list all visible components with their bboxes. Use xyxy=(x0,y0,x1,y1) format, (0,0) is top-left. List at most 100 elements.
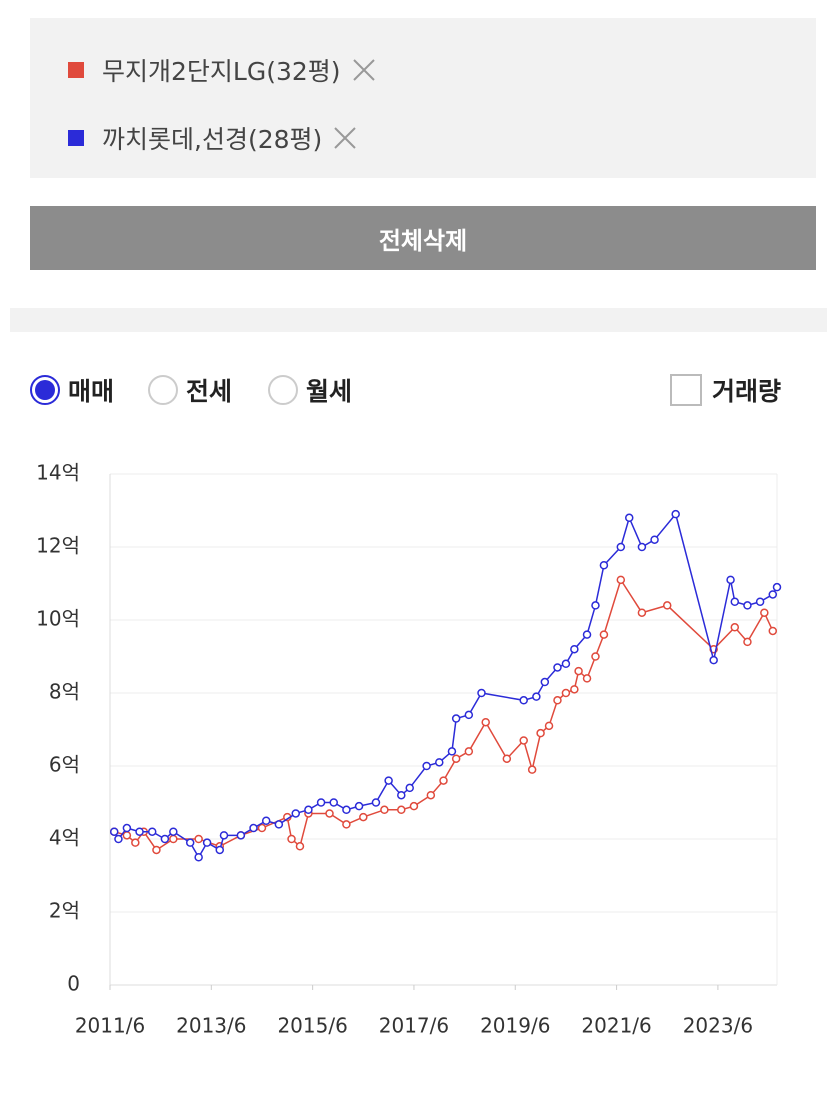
data-point xyxy=(730,597,740,606)
data-point xyxy=(354,801,364,811)
data-point xyxy=(274,820,284,829)
data-point xyxy=(215,845,225,855)
x-tick-label: 2021/6 xyxy=(581,1014,651,1038)
data-point xyxy=(502,754,512,763)
data-point xyxy=(544,721,554,731)
checkbox[interactable] xyxy=(670,374,702,406)
data-point xyxy=(616,575,626,585)
data-point xyxy=(532,692,541,701)
y-tick-label: 12억 xyxy=(36,534,80,558)
data-point xyxy=(570,644,579,654)
data-point xyxy=(109,827,119,836)
x-tick-label: 2017/6 xyxy=(379,1014,449,1038)
x-tick-label: 2015/6 xyxy=(277,1014,347,1038)
data-point xyxy=(422,761,431,771)
data-point xyxy=(249,823,258,833)
data-point xyxy=(519,736,528,745)
data-point xyxy=(540,677,550,687)
data-point xyxy=(451,754,461,763)
data-point xyxy=(147,827,157,836)
data-point xyxy=(662,601,672,610)
x-tick-label: 2013/6 xyxy=(176,1014,246,1038)
data-point xyxy=(743,637,752,647)
legend-item: 까치롯데,선경(28평) xyxy=(68,120,358,156)
data-point xyxy=(135,827,144,836)
data-point xyxy=(219,831,229,840)
remove-icon[interactable] xyxy=(332,125,358,151)
data-point xyxy=(447,747,457,756)
data-point xyxy=(325,809,334,818)
data-point xyxy=(169,834,178,844)
data-point xyxy=(755,597,765,606)
data-point xyxy=(169,827,178,836)
separator xyxy=(10,308,827,332)
delete-all-button[interactable]: 전체삭제 xyxy=(30,206,816,270)
data-point xyxy=(574,666,583,676)
tab[interactable]: 월세 xyxy=(268,372,352,408)
data-point xyxy=(477,688,486,698)
selected-list: 무지개2단지LG(32평) 까치롯데,선경(28평) xyxy=(30,18,816,178)
data-point xyxy=(122,831,132,840)
y-tick-label: 10억 xyxy=(36,607,80,631)
data-point xyxy=(405,783,414,793)
data-point xyxy=(236,831,246,840)
data-point xyxy=(591,652,600,661)
data-point xyxy=(152,845,161,855)
tab[interactable]: 전세 xyxy=(148,372,232,408)
data-point xyxy=(380,805,389,815)
data-point xyxy=(768,590,778,599)
data-point xyxy=(536,728,545,738)
data-point xyxy=(768,626,778,636)
data-point xyxy=(671,509,680,519)
data-point xyxy=(435,758,444,767)
data-point xyxy=(650,535,659,544)
volume-checkbox[interactable]: 거래량 xyxy=(670,372,781,408)
data-point xyxy=(439,776,448,785)
series-line xyxy=(113,512,778,859)
data-point xyxy=(295,842,305,851)
data-point xyxy=(553,663,562,672)
data-point xyxy=(409,801,419,811)
data-point xyxy=(371,798,381,807)
tab[interactable]: 매매 xyxy=(30,372,114,408)
data-point xyxy=(570,685,579,694)
data-point xyxy=(194,834,203,844)
data-point xyxy=(726,575,735,585)
data-point xyxy=(426,790,436,800)
data-point xyxy=(122,823,132,833)
data-point xyxy=(329,798,338,807)
data-point xyxy=(616,542,626,552)
legend-swatch xyxy=(68,130,84,146)
remove-icon[interactable] xyxy=(351,57,377,83)
x-tick-label: 2011/6 xyxy=(75,1014,145,1038)
data-point xyxy=(553,696,562,705)
data-point xyxy=(743,601,752,610)
data-point xyxy=(591,601,600,610)
data-point xyxy=(304,805,313,815)
data-point xyxy=(202,838,212,847)
data-point xyxy=(160,834,170,844)
y-tick-label: 4억 xyxy=(49,826,80,850)
radio[interactable] xyxy=(148,375,178,405)
data-point xyxy=(342,820,351,829)
legend-label: 까치롯데,선경(28평) xyxy=(102,125,323,154)
data-point xyxy=(397,790,406,800)
y-tick-label: 14억 xyxy=(36,461,80,485)
data-point xyxy=(342,805,351,815)
data-point xyxy=(464,747,474,756)
data-point xyxy=(637,608,647,617)
radio[interactable] xyxy=(30,375,60,405)
data-point xyxy=(599,561,609,570)
checkbox-label: 거래량 xyxy=(712,377,782,406)
data-point xyxy=(257,823,267,833)
data-point xyxy=(519,696,528,705)
data-point xyxy=(709,655,718,665)
data-point xyxy=(582,630,592,639)
y-tick-label: 8억 xyxy=(49,680,80,704)
data-point xyxy=(582,674,592,683)
data-point xyxy=(730,623,740,632)
chart: 0 2억 4억 6억 8억 10억 12억 14억 2011/6 2013/6 2015/6 2017… xyxy=(36,461,782,1038)
tab-label: 매매 xyxy=(68,377,115,406)
radio[interactable] xyxy=(268,375,298,405)
